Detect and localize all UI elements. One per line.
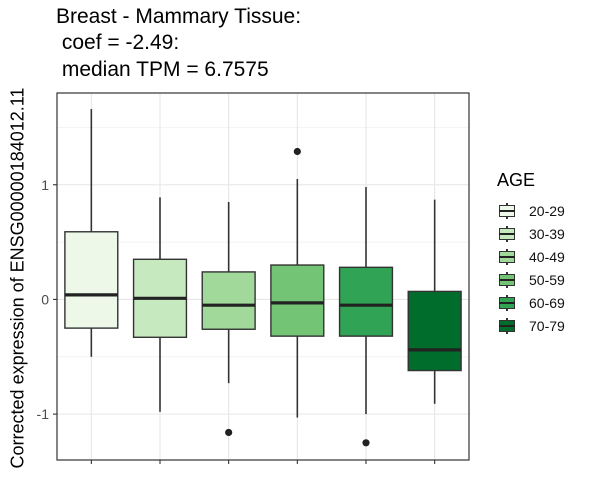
legend-item-60-69: 60-69 xyxy=(497,291,565,314)
legend-swatch xyxy=(497,248,517,265)
legend-swatch xyxy=(497,225,517,242)
chart-title-line-3: median TPM = 6.7575 xyxy=(56,58,269,81)
legend-item-30-39: 30-39 xyxy=(497,222,565,245)
legend-label: 50-59 xyxy=(529,271,565,288)
legend-swatch xyxy=(497,271,517,288)
legend-swatch xyxy=(497,202,517,219)
y-tick-label-0: -1 xyxy=(37,406,50,422)
outlier-4-0 xyxy=(362,439,370,447)
y-tick-label-1: 0 xyxy=(41,291,49,307)
legend-label: 30-39 xyxy=(529,225,565,242)
outlier-3-0 xyxy=(293,147,301,156)
legend-swatch xyxy=(497,294,517,311)
chart-title-line-1: Breast - Mammary Tissue: xyxy=(56,5,302,28)
box-3 xyxy=(270,264,325,337)
legend-item-50-59: 50-59 xyxy=(497,268,565,291)
chart-title-line-2: coef = -2.49: xyxy=(56,31,180,54)
legend-item-70-79: 70-79 xyxy=(497,314,565,337)
box-5 xyxy=(407,290,462,372)
legend-title: AGE xyxy=(497,170,536,190)
legend: AGE 20-29 30-39 40-49 50-59 60-69 70-79 xyxy=(497,170,565,337)
plot-panel xyxy=(57,93,469,460)
plot-border xyxy=(56,92,470,461)
legend-items: 20-29 30-39 40-49 50-59 60-69 70-79 xyxy=(497,199,565,337)
legend-swatch xyxy=(497,317,517,334)
box-2 xyxy=(201,271,256,330)
legend-label: 20-29 xyxy=(529,202,565,219)
legend-label: 60-69 xyxy=(529,294,565,311)
legend-item-40-49: 40-49 xyxy=(497,245,565,268)
legend-label: 70-79 xyxy=(529,317,565,334)
y-tick-label-2: 1 xyxy=(41,177,49,193)
legend-item-20-29: 20-29 xyxy=(497,199,565,222)
box-4 xyxy=(338,266,394,337)
outlier-2-0 xyxy=(225,428,233,437)
box-0 xyxy=(64,231,119,329)
legend-label: 40-49 xyxy=(529,248,565,265)
